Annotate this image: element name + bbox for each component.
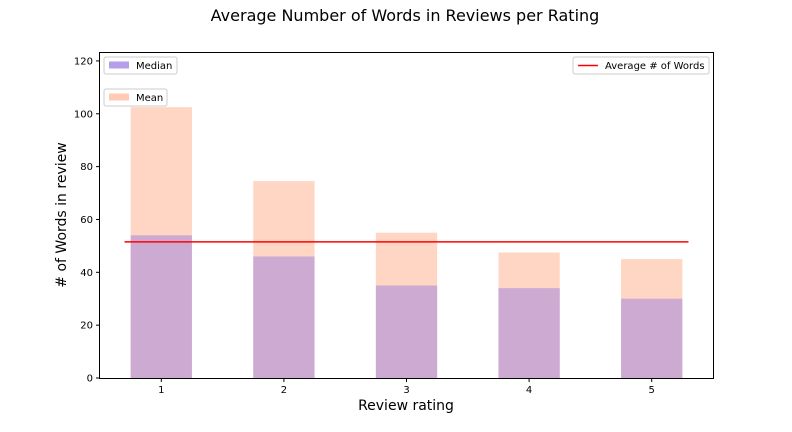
x-tick-label-4: 4	[526, 385, 532, 396]
x-tick-label-2: 2	[281, 385, 287, 396]
legend-average: Average # of Words	[572, 56, 710, 75]
median-bar-1	[130, 235, 192, 378]
plot-area: 1 2 3 4 5 0 20 40 60 80 100 120	[74, 56, 689, 396]
y-tick-label-40: 40	[80, 268, 93, 279]
legend-median-swatch	[109, 61, 129, 69]
legend-mean-swatch	[109, 93, 129, 101]
axes-frame	[99, 52, 714, 379]
legend-average-label: Average # of Words	[605, 61, 705, 72]
y-tick-label-80: 80	[80, 162, 93, 173]
legend-mean: Mean	[103, 88, 168, 107]
median-bar-3	[375, 285, 438, 378]
y-tick-label-120: 120	[74, 56, 93, 67]
median-bar-4	[498, 288, 560, 378]
x-tick-label-1: 1	[158, 385, 164, 396]
legend-mean-label: Mean	[136, 93, 163, 104]
legend-median-label: Median	[136, 61, 172, 72]
x-tick-label-5: 5	[649, 385, 655, 396]
y-tick-label-20: 20	[80, 321, 93, 332]
median-bar-2	[253, 256, 315, 378]
x-axis-label: Review rating	[358, 398, 454, 414]
y-axis-label: # of Words in review	[54, 142, 70, 287]
median-bar-5	[621, 298, 683, 378]
y-tick-label-0: 0	[87, 374, 93, 385]
legend-median: Median	[103, 56, 178, 75]
y-tick-label-60: 60	[80, 215, 93, 226]
x-tick-label-3: 3	[403, 385, 409, 396]
chart-title: Average Number of Words in Reviews per R…	[211, 6, 600, 25]
y-tick-label-100: 100	[74, 109, 93, 120]
